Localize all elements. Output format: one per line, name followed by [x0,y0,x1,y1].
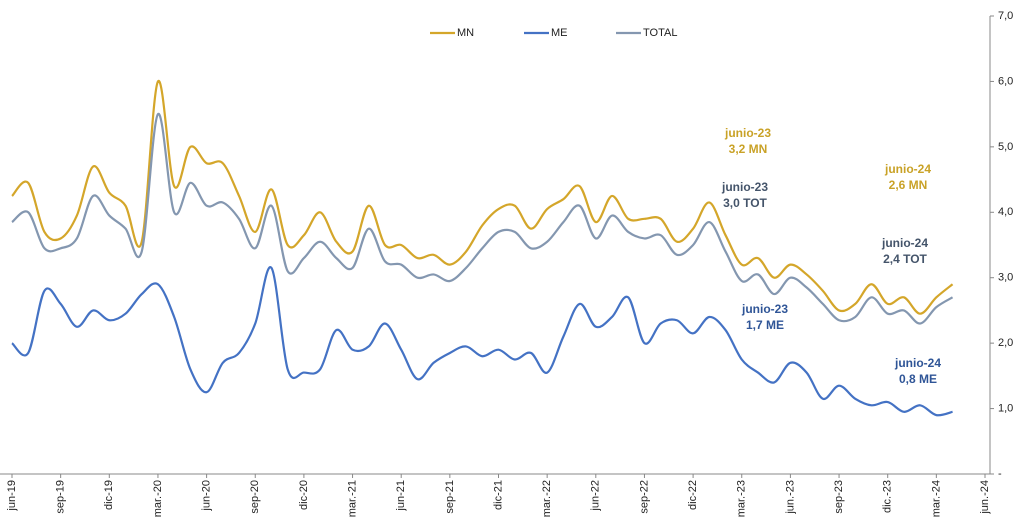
annotation: 3,2 MN [729,142,768,156]
x-tick-label: jun-20 [201,480,213,512]
y-tick-label: 2,0 [998,337,1013,349]
legend-label: TOTAL [643,27,677,39]
y-tick-label: 3,0 [998,272,1013,284]
x-tick-label: mar.-20 [152,480,164,517]
y-tick-label: 4,0 [998,206,1013,218]
annotation: junio-23 [741,302,788,316]
x-tick-label: dic.-23 [882,480,894,513]
series-line [11,266,953,417]
x-tick-label: dic-20 [298,480,310,510]
legend-label: MN [457,27,474,39]
series-line [11,80,954,315]
annotation: junio-23 [721,180,768,194]
y-tick-label: 6,0 [998,75,1013,87]
x-tick-label: mar.-22 [541,480,553,517]
x-tick-label: sep-22 [638,480,650,514]
x-tick-label: jun-19 [6,480,18,512]
x-tick-label: jun.-23 [784,480,796,515]
x-tick-label: sep-23 [833,480,845,514]
y-tick-label: 5,0 [998,141,1013,153]
annotation: 1,7 ME [746,318,784,332]
x-tick-label: dic-19 [103,480,115,510]
annotation: junio-24 [884,162,931,176]
x-tick-label: mar.-24 [930,480,942,517]
x-tick-label: mar.-23 [736,480,748,517]
x-tick-label: jun-21 [395,480,407,512]
x-tick-label: dic-22 [687,480,699,510]
series-line [11,113,954,325]
annotation: 0,8 ME [899,372,937,386]
x-tick-label: dic-21 [492,480,504,510]
y-tick-label: 1,0 [998,402,1013,414]
annotation: 2,6 MN [889,178,928,192]
legend-label: ME [551,27,568,39]
x-tick-label: mar.-21 [346,480,358,517]
annotation: junio-24 [894,356,941,370]
x-tick-label: sep-20 [249,480,261,514]
y-tick-label: - [998,468,1002,480]
x-tick-label: sep-19 [55,480,67,514]
y-tick-label: 7,0 [998,10,1013,22]
x-tick-label: sep-21 [444,480,456,514]
annotation: junio-23 [724,126,771,140]
x-tick-label: jun.-24 [979,480,991,515]
annotation: 3,0 TOT [723,196,767,210]
x-tick-label: jun-22 [590,480,602,512]
annotation: 2,4 TOT [883,252,927,266]
annotation: junio-24 [881,236,928,250]
